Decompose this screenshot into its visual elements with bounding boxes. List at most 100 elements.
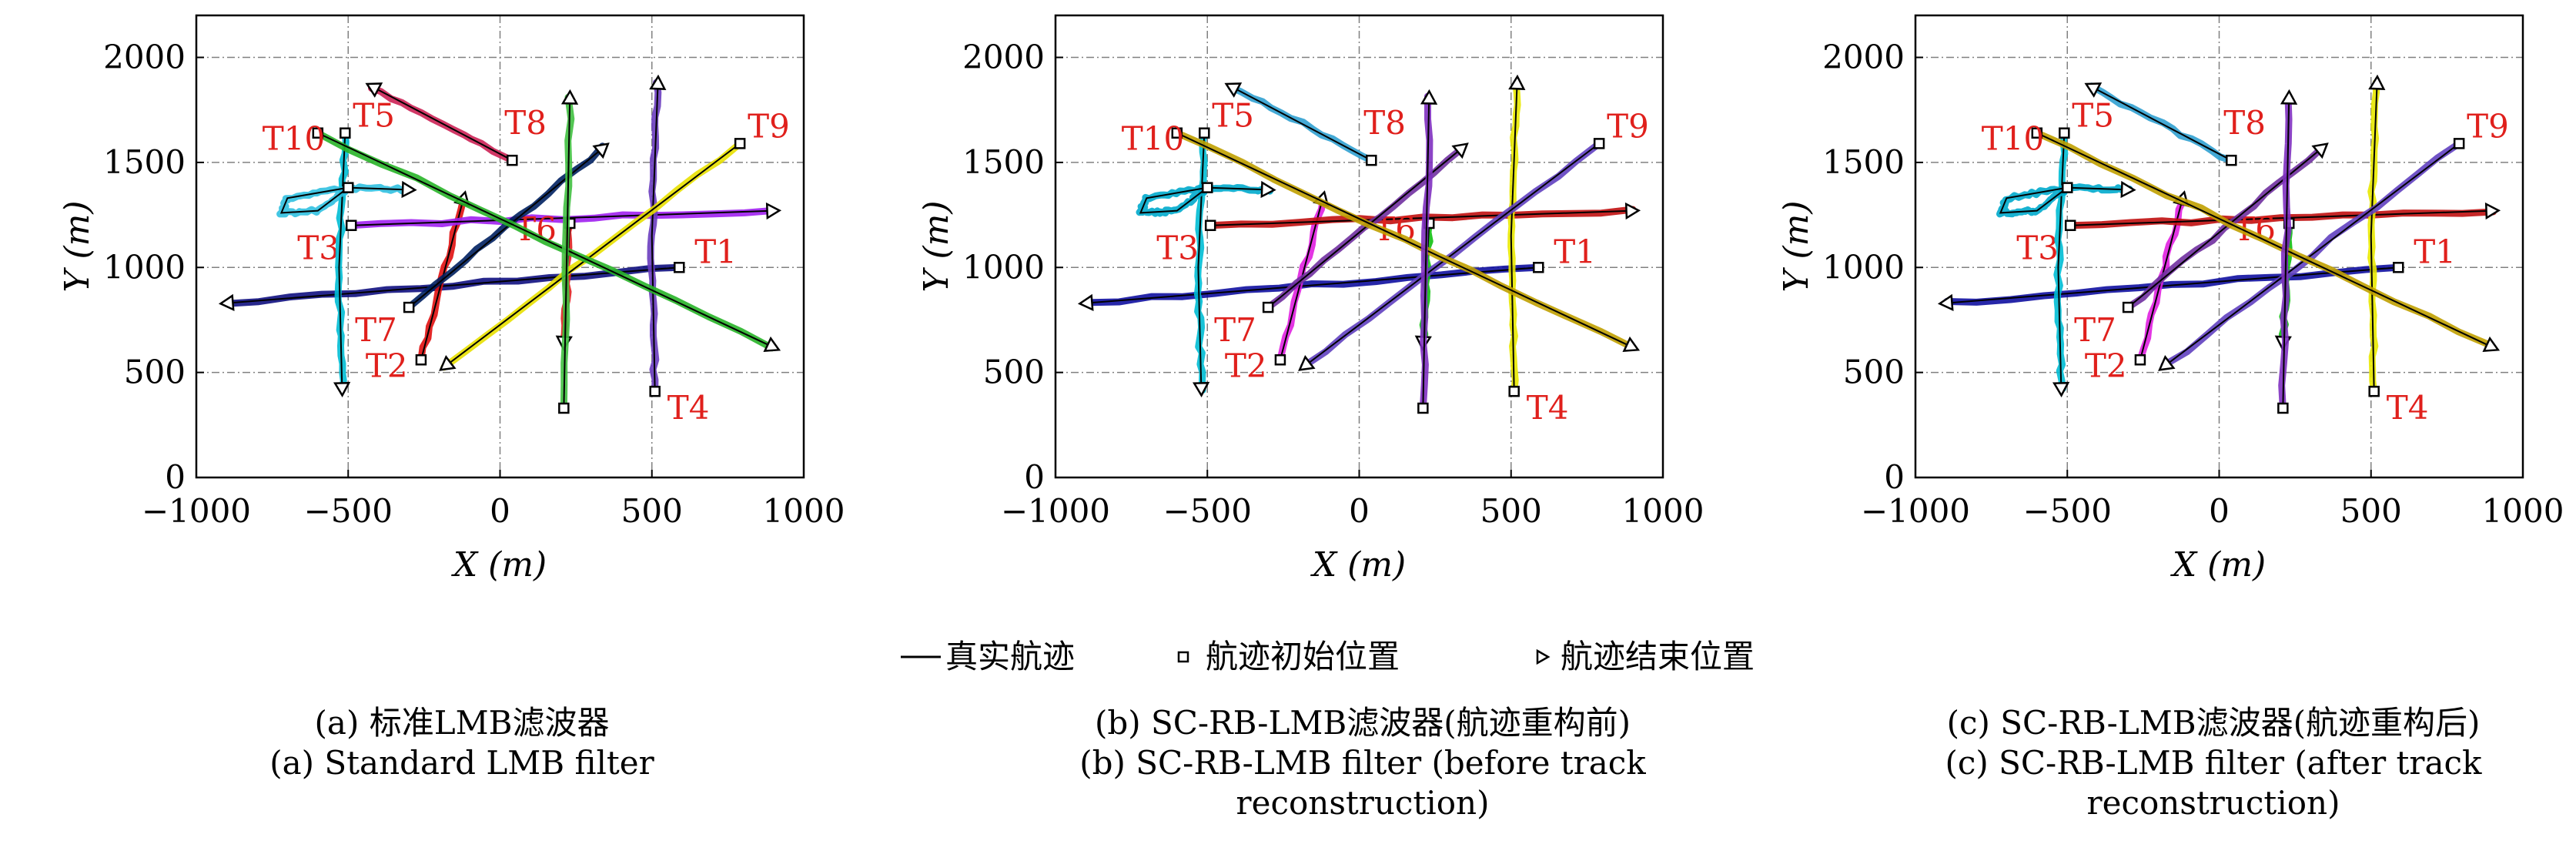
caption-a-zh: (a) 标准LMB滤波器 xyxy=(314,704,610,742)
track-start-marker-T9 xyxy=(2453,138,2465,149)
track-truth-T1 xyxy=(1945,266,2399,304)
track-start-marker-T11 xyxy=(343,182,354,193)
track-truth-T9 xyxy=(2163,142,2460,367)
track-truth-T3 xyxy=(1210,209,1633,226)
x-tick-label: 0 xyxy=(490,492,510,530)
track-truth-T12 xyxy=(563,97,571,409)
track-label-T2: T2 xyxy=(1225,347,1267,384)
track-start-marker-T5 xyxy=(340,127,351,139)
track-label-T3: T3 xyxy=(297,229,340,267)
track-end-marker-T8 xyxy=(1224,82,1243,98)
y-tick-label: 500 xyxy=(983,353,1045,391)
caption-a-en: (a) Standard LMB filter xyxy=(269,744,654,782)
y-tick-label: 500 xyxy=(124,353,186,391)
track-label-T7: T7 xyxy=(355,311,397,349)
track-start-marker-T10 xyxy=(1171,127,1183,139)
track-truth-T5 xyxy=(338,132,346,390)
track-start-marker-T9 xyxy=(734,138,746,149)
track-truth-T1 xyxy=(1086,266,1539,304)
track-end-marker-T3 xyxy=(1624,202,1641,220)
track-end-marker-T9 xyxy=(439,354,457,371)
track-truth-T7 xyxy=(2127,147,2323,308)
track-start-marker-T2 xyxy=(415,354,427,366)
track-label-T3: T3 xyxy=(2016,229,2059,267)
track-start-marker-T12 xyxy=(2277,402,2289,414)
track-label-T4: T4 xyxy=(2387,389,2429,427)
track-truth-T1 xyxy=(226,266,680,304)
legend-start-label: 航迹初始位置 xyxy=(1206,638,1400,675)
track-end-marker-T9 xyxy=(1298,354,1316,371)
legend: 真实航迹 航迹初始位置 航迹结束位置 xyxy=(901,638,1755,675)
track-truth-T10 xyxy=(1176,132,1633,348)
y-axis-label: Y (m) xyxy=(58,200,97,292)
legend-end-marker xyxy=(1536,648,1551,665)
track-start-marker-T9 xyxy=(1593,138,1605,149)
track-end-marker-T5 xyxy=(1192,381,1210,398)
y-tick-label: 1000 xyxy=(103,248,186,286)
track-label-T2: T2 xyxy=(366,347,408,384)
caption-b-en: (b) SC-RB-LMB filter (before track recon… xyxy=(1079,744,1646,822)
track-end-marker-T1 xyxy=(1937,293,1954,312)
track-end-marker-T11 xyxy=(2120,180,2136,199)
caption-b: (b) SC-RB-LMB滤波器(航迹重构前) (b) SC-RB-LMB fi… xyxy=(1001,703,1725,823)
panels-group: −1000 −500 0 500 1000 0 500 1000 1500 2000 X (m) Y … xyxy=(58,14,2564,585)
track-truth-T9 xyxy=(444,142,741,367)
track-end-marker-T11 xyxy=(1260,180,1276,199)
track-end-marker-T12 xyxy=(560,89,579,105)
track-start-marker-T8 xyxy=(1366,154,1377,166)
track-label-T5: T5 xyxy=(353,97,395,135)
track-end-marker-T5 xyxy=(2052,381,2070,398)
track-truth-T8 xyxy=(372,85,513,162)
track-label-T4: T4 xyxy=(1527,389,1569,427)
x-tick-label: 500 xyxy=(1480,492,1542,530)
track-end-marker-T7 xyxy=(1451,142,1469,159)
x-tick-label: 1000 xyxy=(1622,492,1705,530)
y-tick-label: 1500 xyxy=(1822,143,1905,181)
legend-start-marker xyxy=(1177,651,1189,663)
track-start-marker-T7 xyxy=(1262,301,1274,313)
track-truth-T10 xyxy=(317,132,774,348)
track-end-marker-T5 xyxy=(333,381,351,398)
y-tick-label: 2000 xyxy=(1822,39,1905,76)
y-tick-label: 1000 xyxy=(962,248,1045,286)
track-label-T1: T1 xyxy=(2414,233,2456,270)
x-tick-label: −1000 xyxy=(142,492,251,530)
track-label-T8: T8 xyxy=(504,104,547,142)
track-end-marker-T10 xyxy=(2482,336,2501,353)
legend-end-label: 航迹结束位置 xyxy=(1561,638,1755,675)
track-end-marker-T12 xyxy=(1420,89,1438,105)
y-tick-label: 0 xyxy=(1884,458,1905,496)
track-end-marker-T4 xyxy=(649,74,667,90)
track-end-marker-T1 xyxy=(218,293,235,312)
caption-c: (c) SC-RB-LMB滤波器(航迹重构后) (c) SC-RB-LMB fi… xyxy=(1852,703,2575,823)
track-truth-T11 xyxy=(279,186,410,214)
panel-b: −1000 −500 0 500 1000 0 500 1000 1500 2000 X (m) Y … xyxy=(917,14,1705,585)
track-truth-T8 xyxy=(1231,85,1372,162)
track-start-marker-T7 xyxy=(2122,301,2134,313)
track-label-T1: T1 xyxy=(694,233,737,270)
track-truth-T9 xyxy=(1303,142,1600,367)
track-start-marker-T3 xyxy=(2064,219,2076,231)
track-end-marker-T1 xyxy=(1077,293,1094,312)
y-tick-label: 2000 xyxy=(962,39,1045,76)
track-label-T7: T7 xyxy=(2074,311,2116,349)
track-label-T3: T3 xyxy=(1156,229,1199,267)
y-tick-label: 1500 xyxy=(103,143,186,181)
track-start-marker-T2 xyxy=(1274,354,1286,366)
y-tick-label: 500 xyxy=(1843,353,1905,391)
track-start-marker-T4 xyxy=(2368,385,2380,397)
track-truth-T4 xyxy=(1510,82,1518,392)
track-start-marker-T4 xyxy=(649,385,661,397)
y-tick-label: 0 xyxy=(1024,458,1045,496)
track-truth-T4 xyxy=(2370,82,2378,392)
track-start-marker-T10 xyxy=(2031,127,2043,139)
track-start-marker-T10 xyxy=(312,127,324,139)
panel-a: −1000 −500 0 500 1000 0 500 1000 1500 2000 X (m) Y … xyxy=(58,14,845,585)
x-tick-label: 500 xyxy=(2340,492,2402,530)
track-start-marker-T1 xyxy=(674,262,685,273)
track-end-marker-T3 xyxy=(765,202,782,220)
y-axis-label: Y (m) xyxy=(917,200,956,292)
track-label-T8: T8 xyxy=(1363,104,1406,142)
